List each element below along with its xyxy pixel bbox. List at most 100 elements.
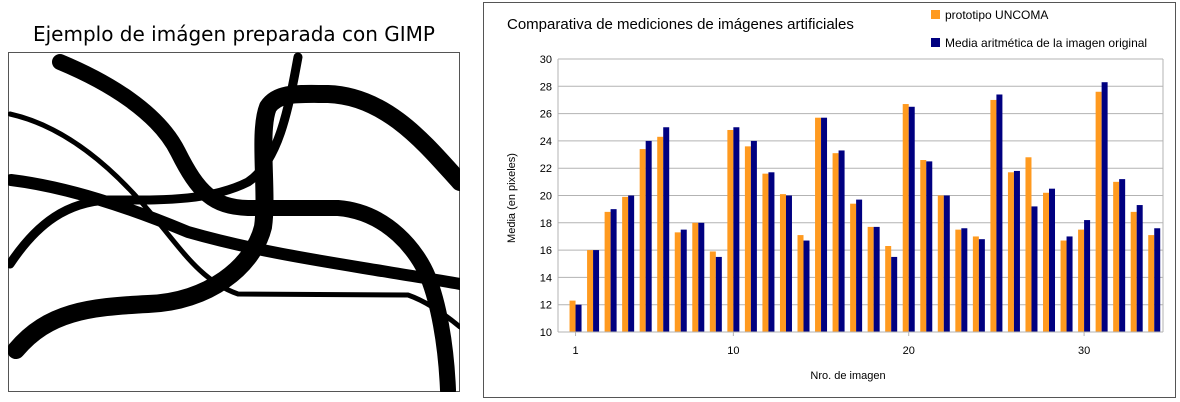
bar-original-3 (610, 209, 617, 332)
bar-original-9 (715, 256, 722, 332)
bar-original-23 (961, 228, 968, 332)
bar-original-15 (821, 117, 828, 332)
drawn-line (8, 111, 460, 330)
bar-prototipo-32 (1113, 181, 1120, 332)
y-tick-label: 18 (540, 218, 552, 230)
bar-chart: Comparativa de mediciones de imágenes ar… (483, 2, 1176, 398)
bar-original-26 (1013, 170, 1020, 332)
legend-label: Media aritmética de la imagen original (945, 36, 1147, 50)
bar-original-28 (1049, 188, 1056, 332)
bar-original-29 (1066, 236, 1073, 332)
bar-original-11 (750, 140, 757, 332)
bar-prototipo-12 (762, 173, 769, 332)
bar-original-17 (856, 199, 863, 332)
bar-prototipo-8 (692, 222, 699, 332)
bar-prototipo-1 (569, 300, 576, 332)
bar-original-34 (1154, 228, 1161, 332)
bar-prototipo-16 (832, 153, 839, 332)
drawn-line (8, 52, 303, 269)
bar-original-12 (768, 172, 775, 332)
x-tick-label: 1 (572, 345, 578, 357)
chart-bars (569, 82, 1161, 333)
legend-swatch (931, 38, 940, 47)
legend-swatch (931, 10, 940, 19)
bar-prototipo-13 (779, 194, 786, 332)
bar-prototipo-19 (885, 246, 892, 332)
bar-prototipo-4 (622, 196, 629, 332)
bar-original-21 (926, 161, 933, 332)
bar-original-4 (628, 195, 635, 332)
bar-original-25 (996, 94, 1003, 333)
x-tick-label: 20 (903, 345, 915, 357)
bar-original-1 (575, 304, 582, 332)
bar-prototipo-26 (1007, 172, 1014, 332)
left-figure-title: Ejemplo de imágen preparada con GIMP (32, 22, 435, 46)
y-tick-label: 20 (540, 191, 552, 203)
bar-prototipo-30 (1078, 229, 1085, 332)
x-tick-label: 10 (727, 345, 739, 357)
drawn-line (8, 174, 460, 290)
y-tick-label: 30 (540, 54, 552, 66)
bar-original-8 (698, 222, 705, 332)
bar-original-6 (663, 127, 670, 332)
bar-prototipo-9 (709, 251, 716, 332)
bar-prototipo-6 (657, 136, 664, 332)
bar-prototipo-17 (850, 203, 857, 332)
bar-prototipo-27 (1025, 157, 1032, 332)
bar-prototipo-29 (1060, 240, 1067, 332)
drawn-line (52, 54, 456, 392)
bar-prototipo-11 (744, 146, 751, 332)
gimp-example-image (8, 52, 460, 392)
bar-original-22 (943, 195, 950, 332)
y-tick-label: 12 (540, 300, 552, 312)
bar-original-13 (785, 195, 792, 332)
bar-original-30 (1084, 220, 1091, 332)
bar-original-24 (978, 239, 985, 332)
bar-prototipo-34 (1148, 235, 1155, 332)
bar-prototipo-14 (797, 235, 804, 332)
bar-original-27 (1031, 206, 1038, 332)
bar-prototipo-18 (867, 226, 874, 332)
bar-prototipo-22 (937, 195, 944, 332)
bar-prototipo-10 (727, 129, 734, 332)
x-tick-label: 30 (1078, 345, 1090, 357)
x-tick-labels: 1 10 20 30 (572, 345, 1090, 357)
bar-original-18 (873, 226, 880, 332)
bar-original-16 (838, 150, 845, 332)
chart-axes (557, 59, 1164, 336)
x-axis-label: Nro. de imagen (810, 370, 885, 382)
y-tick-label: 28 (540, 81, 552, 93)
chart-title: Comparativa de mediciones de imágenes ar… (507, 16, 854, 33)
bar-prototipo-15 (815, 117, 822, 332)
bar-prototipo-5 (639, 149, 646, 332)
y-tick-labels: 10 12 14 16 18 20 22 24 26 28 30 (540, 54, 552, 339)
y-tick-label: 26 (540, 109, 552, 121)
bar-prototipo-23 (955, 229, 962, 332)
bar-prototipo-28 (1043, 192, 1050, 332)
bar-prototipo-20 (902, 104, 909, 332)
bar-original-5 (645, 140, 652, 332)
bar-original-33 (1136, 205, 1143, 332)
bar-original-32 (1119, 179, 1126, 332)
bar-prototipo-3 (604, 211, 611, 332)
legend-label: prototipo UNCOMA (945, 8, 1048, 22)
bar-prototipo-33 (1130, 211, 1137, 332)
bar-prototipo-7 (674, 232, 681, 332)
chart-legend: prototipo UNCOMA Media aritmética de la i… (931, 8, 1147, 50)
y-tick-label: 14 (540, 272, 552, 284)
bar-prototipo-2 (587, 250, 594, 332)
bar-original-20 (908, 106, 915, 333)
y-axis-label: Media (en pixeles) (506, 153, 518, 243)
y-tick-label: 16 (540, 245, 552, 257)
bar-original-14 (803, 240, 810, 332)
bar-original-19 (891, 256, 898, 332)
bar-original-31 (1101, 82, 1108, 332)
bar-original-2 (593, 250, 600, 332)
bar-prototipo-25 (990, 99, 997, 332)
bar-prototipo-24 (972, 236, 979, 332)
y-tick-label: 10 (540, 327, 552, 339)
y-tick-label: 22 (540, 163, 552, 175)
bar-original-10 (733, 127, 740, 332)
y-tick-label: 24 (540, 136, 552, 148)
bar-prototipo-21 (920, 160, 927, 332)
